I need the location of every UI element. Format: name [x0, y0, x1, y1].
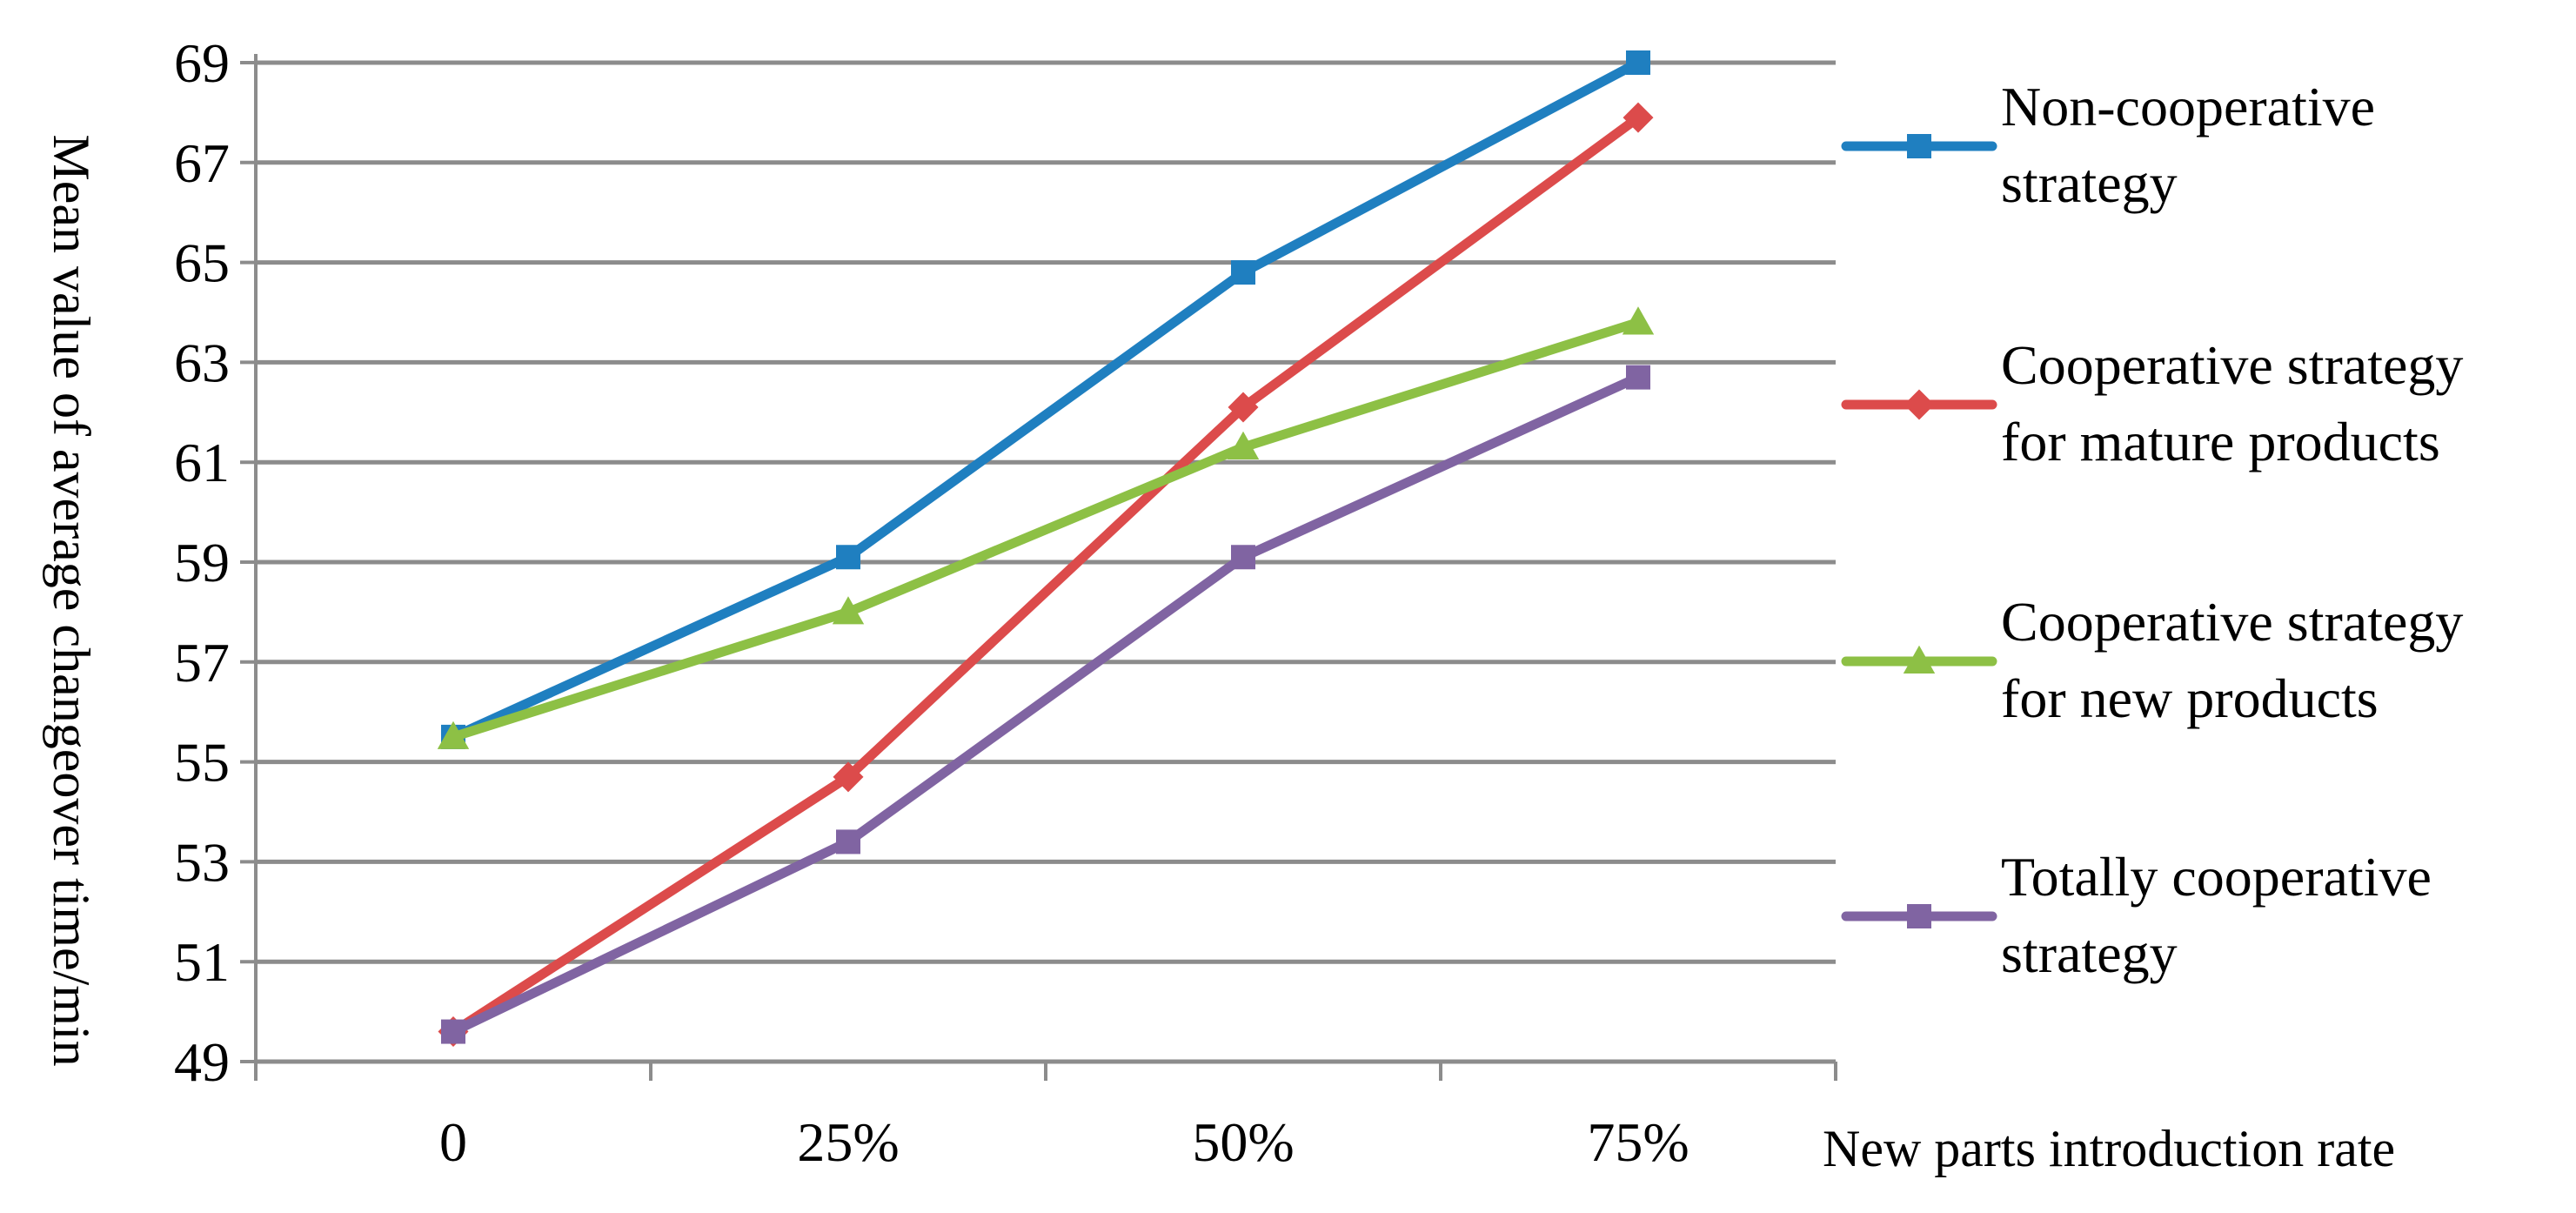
legend-label: for new products — [2001, 667, 2379, 729]
y-tick-label: 59 — [174, 532, 230, 593]
y-tick-label: 57 — [174, 632, 230, 694]
x-tick-label: 0 — [439, 1111, 467, 1173]
y-tick-label: 51 — [174, 931, 230, 993]
y-tick-label: 67 — [174, 132, 230, 194]
legend-label: strategy — [2001, 152, 2178, 214]
legend-swatch-marker — [1907, 904, 1931, 928]
x-axis-title: New parts introduction rate — [1823, 1120, 2395, 1177]
y-tick-label: 63 — [174, 332, 230, 393]
y-tick-label: 65 — [174, 232, 230, 294]
legend-entry: Cooperative strategy for mature products — [1841, 334, 2463, 472]
legend-entry: Cooperative strategy for new products — [1841, 591, 2463, 729]
series-line — [448, 317, 1643, 742]
y-tick-label: 49 — [174, 1031, 230, 1093]
y-tick-label: 55 — [174, 732, 230, 794]
gridlines — [256, 60, 1836, 1064]
data-point — [836, 829, 860, 854]
legend-label: Totally cooperative — [2001, 846, 2432, 908]
data-point — [1622, 306, 1655, 335]
legend-label: Cooperative strategy — [2001, 591, 2463, 653]
axes — [240, 54, 1837, 1081]
data-point — [437, 720, 470, 749]
legend-label: Cooperative strategy — [2001, 334, 2463, 396]
series-3 — [437, 306, 1655, 749]
data-point — [832, 596, 865, 625]
x-tick-label: 25% — [797, 1111, 899, 1173]
data-point — [1231, 545, 1255, 570]
data-point — [1623, 102, 1654, 133]
data-point — [1231, 260, 1255, 285]
legend-entry: Totally cooperative strategy — [1841, 846, 2432, 984]
legend-label: for mature products — [2001, 411, 2440, 472]
series-lines — [437, 50, 1655, 1048]
data-point — [833, 761, 864, 793]
series-line — [448, 112, 1643, 1037]
y-tick-label: 69 — [174, 32, 230, 94]
y-axis-title: Mean value of average changeover time/mi… — [43, 134, 100, 1066]
legend-label: strategy — [2001, 922, 2178, 984]
data-point — [1626, 365, 1650, 390]
data-point — [1228, 392, 1259, 423]
y-tick-label: 53 — [174, 831, 230, 893]
data-point — [1626, 50, 1650, 75]
tick-labels: 49 51 53 55 57 59 61 63 65 67 69 0 25% 50% 75% — [174, 32, 1689, 1173]
series-line — [448, 57, 1643, 742]
data-point — [441, 1019, 465, 1044]
series-4 — [441, 365, 1650, 1044]
legend-swatch-marker — [1904, 389, 1935, 420]
legend-swatch-marker — [1903, 645, 1936, 674]
series-2 — [438, 102, 1654, 1048]
legend: Non-cooperative strategy Cooperative strat… — [1841, 76, 2463, 984]
legend-swatch-marker — [1907, 134, 1931, 158]
legend-label: Non-cooperative — [2001, 76, 2375, 137]
data-point — [1227, 431, 1260, 459]
legend-entry: Non-cooperative strategy — [1841, 76, 2375, 214]
series-line — [448, 372, 1643, 1037]
y-tick-label: 61 — [174, 432, 230, 493]
data-point — [836, 545, 860, 570]
x-tick-label: 50% — [1192, 1111, 1294, 1173]
x-tick-label: 75% — [1587, 1111, 1689, 1173]
series-1 — [441, 50, 1650, 749]
